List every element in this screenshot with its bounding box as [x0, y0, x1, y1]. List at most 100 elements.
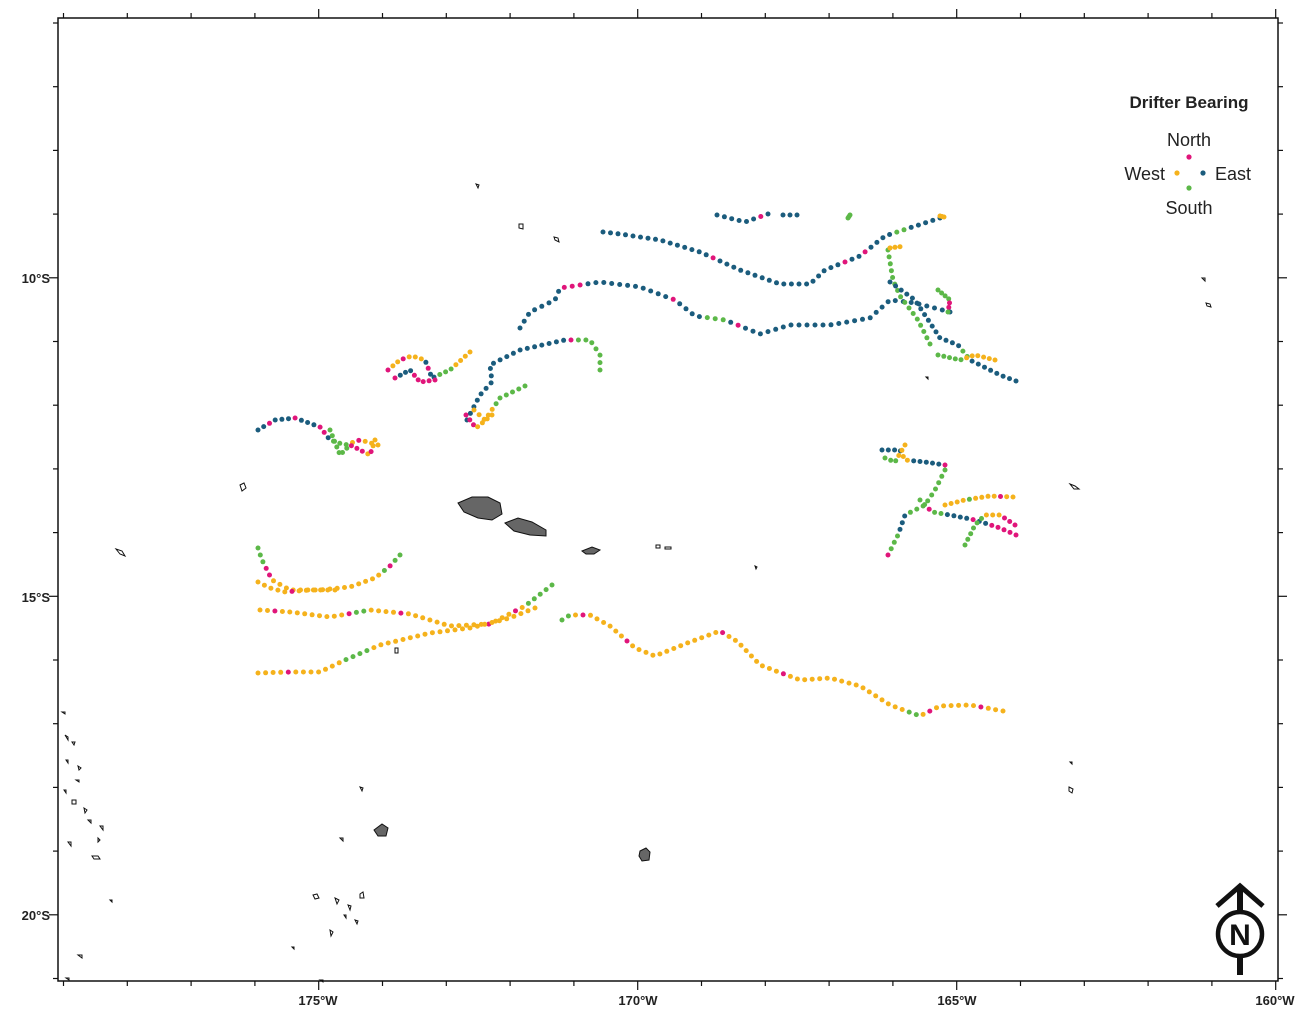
drifter-dot: [309, 612, 315, 618]
drifter-dot: [630, 233, 636, 239]
north-arrow-ring: [1215, 909, 1265, 959]
drifter-dot: [543, 587, 549, 593]
drifter-dot: [411, 372, 417, 378]
drifter-dot: [493, 401, 499, 407]
y-tick-label-15s: 15°S: [22, 590, 51, 605]
drifter-dot: [852, 318, 858, 324]
drifter-dot: [467, 625, 473, 631]
drifter-dot: [839, 678, 845, 684]
drifter-dot: [998, 494, 1003, 499]
drifter-dot: [601, 620, 607, 625]
drifter-dot: [902, 299, 908, 305]
drifter-dot: [939, 473, 945, 479]
drifter-dot: [504, 354, 510, 360]
drifter-dot: [895, 533, 900, 539]
drifter-dot: [886, 254, 892, 260]
drifter-dot: [372, 437, 378, 443]
drifter-dot: [678, 643, 684, 649]
drifter-dot: [745, 270, 751, 276]
drifter-dot: [261, 582, 267, 588]
drifter-dot: [425, 365, 431, 371]
drifter-dot: [405, 611, 411, 617]
drifter-dot: [521, 318, 527, 324]
drifter-dot: [255, 579, 261, 585]
islet: [553, 236, 560, 243]
drifter-dot: [802, 677, 808, 683]
drifter-dot: [488, 380, 494, 386]
drifter-dot: [975, 361, 981, 367]
drifter-dot: [699, 635, 705, 641]
drifter-dot: [780, 324, 786, 330]
drifter-dot: [724, 261, 730, 267]
drifter-dot: [788, 322, 794, 328]
drifter-dot: [344, 445, 350, 451]
drifter-dot: [963, 702, 969, 708]
drifter-dot: [674, 242, 680, 248]
islet: [475, 183, 480, 190]
drifter-dot: [638, 234, 643, 240]
drifter-dot: [594, 616, 600, 622]
drifter-dot: [270, 670, 276, 675]
drifter-dot: [531, 596, 537, 602]
drifter-dot: [888, 546, 894, 552]
drifter-dot: [918, 322, 924, 328]
drifter-dot: [986, 356, 992, 362]
drifter-dot: [406, 354, 412, 360]
drifter-dot: [255, 670, 261, 676]
drifter-dot: [906, 709, 912, 715]
drifter-dot: [696, 249, 702, 255]
drifter-dot: [1001, 527, 1007, 533]
drifter-dot: [575, 337, 581, 343]
drifter-dot: [427, 617, 433, 623]
drifter-dot: [585, 281, 591, 287]
drifter-dot: [817, 676, 823, 682]
drifter-dot: [503, 392, 509, 398]
drifter-dot: [671, 646, 677, 651]
drifter-dot: [434, 619, 440, 625]
drifter-dot: [942, 293, 948, 299]
drifter-dot: [862, 249, 868, 255]
drifter-dot: [458, 358, 464, 363]
drifter-dot: [934, 705, 939, 711]
drifter-dot: [726, 634, 732, 639]
drifter-dot: [1004, 494, 1010, 500]
drifter-dot: [316, 669, 322, 675]
drifter-dot: [888, 268, 894, 274]
drifter-dot: [885, 701, 891, 707]
drifter-dot: [257, 552, 263, 558]
islet: [290, 376, 1073, 983]
drifter-dot: [667, 240, 673, 246]
drifter-dot: [946, 296, 952, 302]
drifter-dot: [285, 669, 291, 675]
drifter-dot: [856, 253, 862, 259]
north-arrow-icon: N: [1215, 882, 1265, 975]
islet: [664, 546, 672, 550]
drifter-dot: [738, 267, 744, 273]
drifter-dot: [933, 486, 938, 492]
drifter-dot: [298, 417, 304, 423]
drifter-dot: [342, 585, 347, 590]
drifter-dot: [370, 443, 376, 449]
drifter-dot: [1002, 515, 1007, 521]
drifter-dot: [467, 349, 473, 355]
islet: [312, 893, 320, 900]
drifter-dot: [260, 559, 266, 565]
drifter-dot: [317, 613, 322, 619]
drifter-dot: [923, 220, 929, 226]
drifter-dot: [489, 620, 495, 625]
drifter-dot: [363, 578, 369, 584]
drifter-dot: [873, 309, 879, 315]
drifter-dot: [743, 325, 748, 331]
drifter-dot: [974, 520, 980, 526]
drifter-dot: [471, 407, 477, 413]
drifter-dot: [463, 412, 469, 418]
drifter-dot: [261, 424, 267, 430]
drifter-dot: [835, 262, 841, 268]
drifter-dot: [460, 626, 465, 632]
drifter-dot: [437, 372, 443, 377]
drifter-dot: [279, 609, 285, 614]
drifter-dot: [522, 383, 528, 389]
drifter-dot: [927, 341, 933, 347]
drifter-dot: [985, 705, 991, 711]
drifter-dot: [376, 572, 382, 578]
